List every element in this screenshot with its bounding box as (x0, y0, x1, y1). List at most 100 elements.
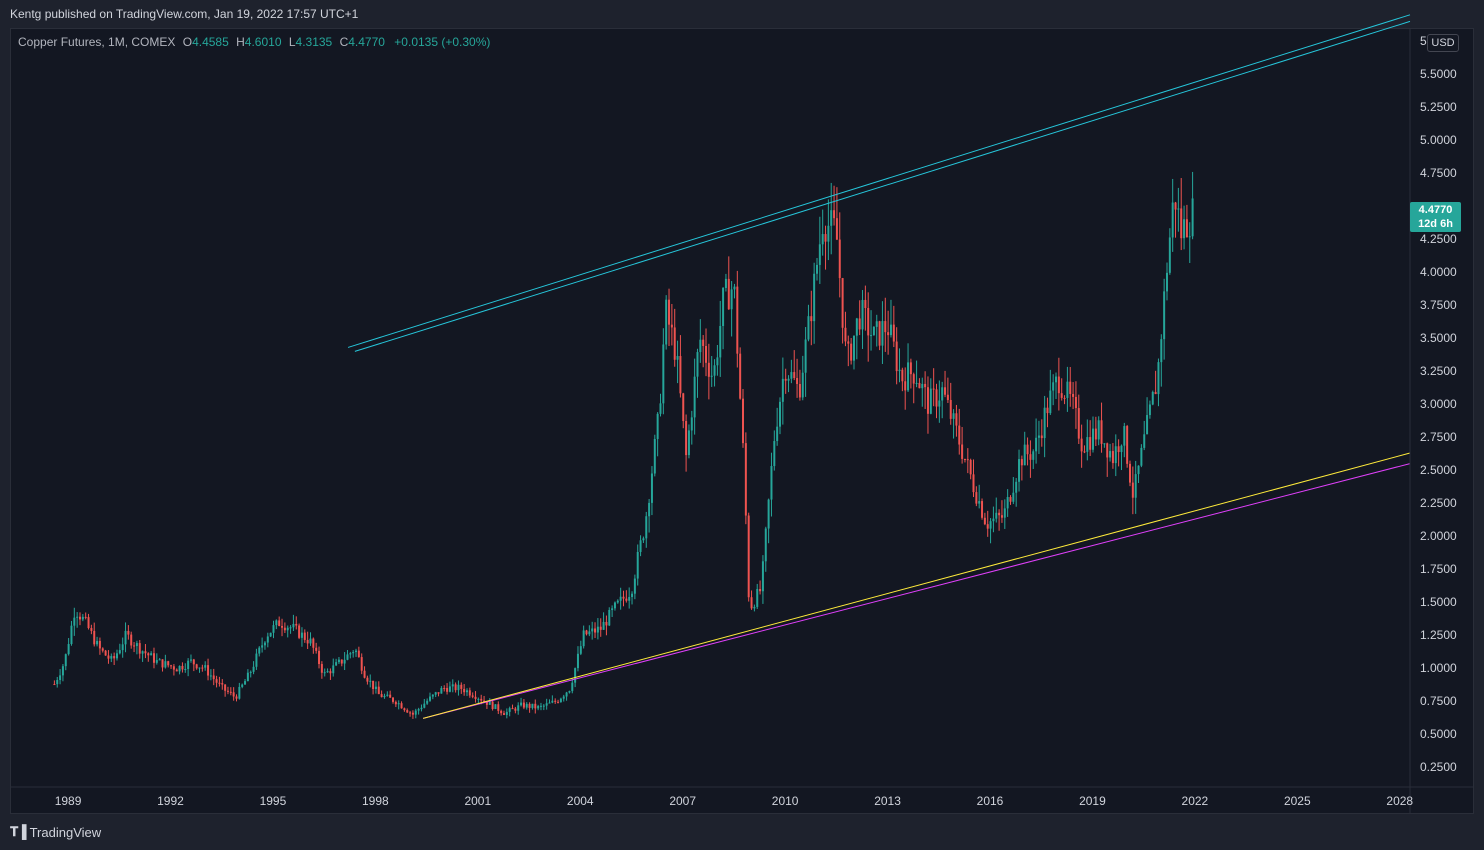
candle-body (286, 627, 289, 631)
candle-body (366, 677, 369, 682)
candle-body (642, 538, 645, 541)
candle-body (511, 708, 514, 710)
candle-body (355, 650, 358, 653)
candle-body (1086, 437, 1089, 452)
candle-body (59, 675, 62, 681)
candle-body (847, 341, 850, 344)
candle-body (457, 684, 460, 691)
candle-body (346, 654, 349, 660)
price-tick-label: 4.2500 (1420, 232, 1457, 246)
candle-body (864, 299, 867, 309)
trend-line-layer (347, 14, 1411, 719)
candle-body (1026, 444, 1029, 455)
candle-body (152, 653, 155, 663)
time-tick-label: 1992 (157, 794, 184, 808)
bar-countdown: 12d 6h (1418, 218, 1453, 230)
candle-body (318, 650, 321, 665)
candle-body (659, 403, 662, 414)
candle-body (1160, 339, 1163, 363)
price-axis: 5.5000 5.2500 5.0000 4.7500 4.2500 4.0000 3.75… (1420, 67, 1457, 774)
low-value: 4.3135 (295, 35, 333, 49)
candle-body (198, 667, 201, 669)
price-axis-top-label: 5 (1420, 34, 1427, 48)
candle-body (104, 650, 107, 656)
candle-body (742, 398, 745, 444)
candle-body (548, 702, 551, 704)
candle-body (542, 705, 545, 707)
chart-frame[interactable] (10, 28, 1474, 814)
tradingview-brand[interactable]: 𝐓▐ TradingView (10, 824, 101, 840)
candle-body (559, 698, 562, 703)
current-price-label: 4.4770 12d 6h (1410, 202, 1461, 232)
candle-body (764, 528, 767, 562)
candle-body (79, 616, 81, 620)
price-tick-label: 5.5000 (1420, 67, 1457, 81)
candle-body (824, 234, 827, 242)
candle-body (312, 638, 315, 648)
candle-body (275, 620, 278, 626)
candle-body (557, 701, 560, 703)
candle-body (514, 708, 517, 711)
candle-body (448, 686, 451, 692)
candle-body (673, 327, 676, 360)
candle-body (534, 703, 537, 709)
candle-body (90, 628, 93, 631)
yellow-trend-line[interactable] (423, 452, 1411, 719)
candle-body (110, 656, 113, 659)
candle-body (1069, 381, 1072, 394)
candle-body (1168, 237, 1171, 273)
candle-body (1072, 393, 1075, 397)
candle-body (1157, 362, 1160, 395)
cyan-trend-line[interactable] (347, 14, 1411, 348)
candle-body (915, 382, 918, 384)
candle-body (568, 691, 571, 693)
currency-button[interactable]: USD (1427, 34, 1459, 52)
candle-body (278, 620, 281, 626)
candle-body (340, 659, 343, 664)
candle-body (349, 653, 352, 655)
candle-body (400, 703, 403, 709)
candle-body (155, 660, 158, 663)
candle-body (724, 278, 727, 288)
candle-body (750, 597, 753, 609)
candle-body (539, 705, 542, 707)
candle-body (463, 688, 466, 693)
candle-body (1185, 219, 1188, 238)
candle-body (141, 651, 144, 654)
publish-info: Kentg published on TradingView.com, Jan … (10, 7, 359, 21)
candle-body (1097, 420, 1100, 440)
candle-body (272, 625, 275, 633)
candle-body (884, 321, 887, 333)
time-tick-label: 2022 (1182, 794, 1209, 808)
magenta-trend-line[interactable] (423, 463, 1411, 719)
candle-body (1114, 446, 1117, 464)
candle-body (372, 680, 375, 690)
candle-body (147, 653, 150, 656)
candle-body (309, 638, 312, 644)
candle-body (966, 459, 969, 461)
candle-body (434, 692, 437, 695)
candle-body (722, 287, 725, 327)
tradingview-logo-icon: 𝐓▐ (10, 824, 27, 839)
candle-body (1083, 451, 1086, 453)
cyan-trend-line[interactable] (354, 20, 1411, 352)
candle-body (679, 356, 682, 394)
candle-body (1171, 202, 1174, 238)
candle-body (1126, 426, 1129, 464)
candle-body (133, 645, 136, 647)
candle-body (804, 339, 807, 373)
candle-body (1140, 447, 1143, 466)
time-tick-label: 1989 (55, 794, 82, 808)
candle-body (961, 444, 964, 459)
open-value: 4.4585 (192, 35, 229, 49)
candle-body (1032, 451, 1035, 460)
candle-body (326, 671, 329, 673)
candle-body (383, 695, 386, 698)
candle-body (181, 665, 184, 670)
candle-body (161, 659, 164, 668)
candle-body (113, 656, 116, 659)
candle-body (363, 670, 366, 678)
candle-body (975, 492, 978, 504)
candle-body (263, 642, 266, 646)
